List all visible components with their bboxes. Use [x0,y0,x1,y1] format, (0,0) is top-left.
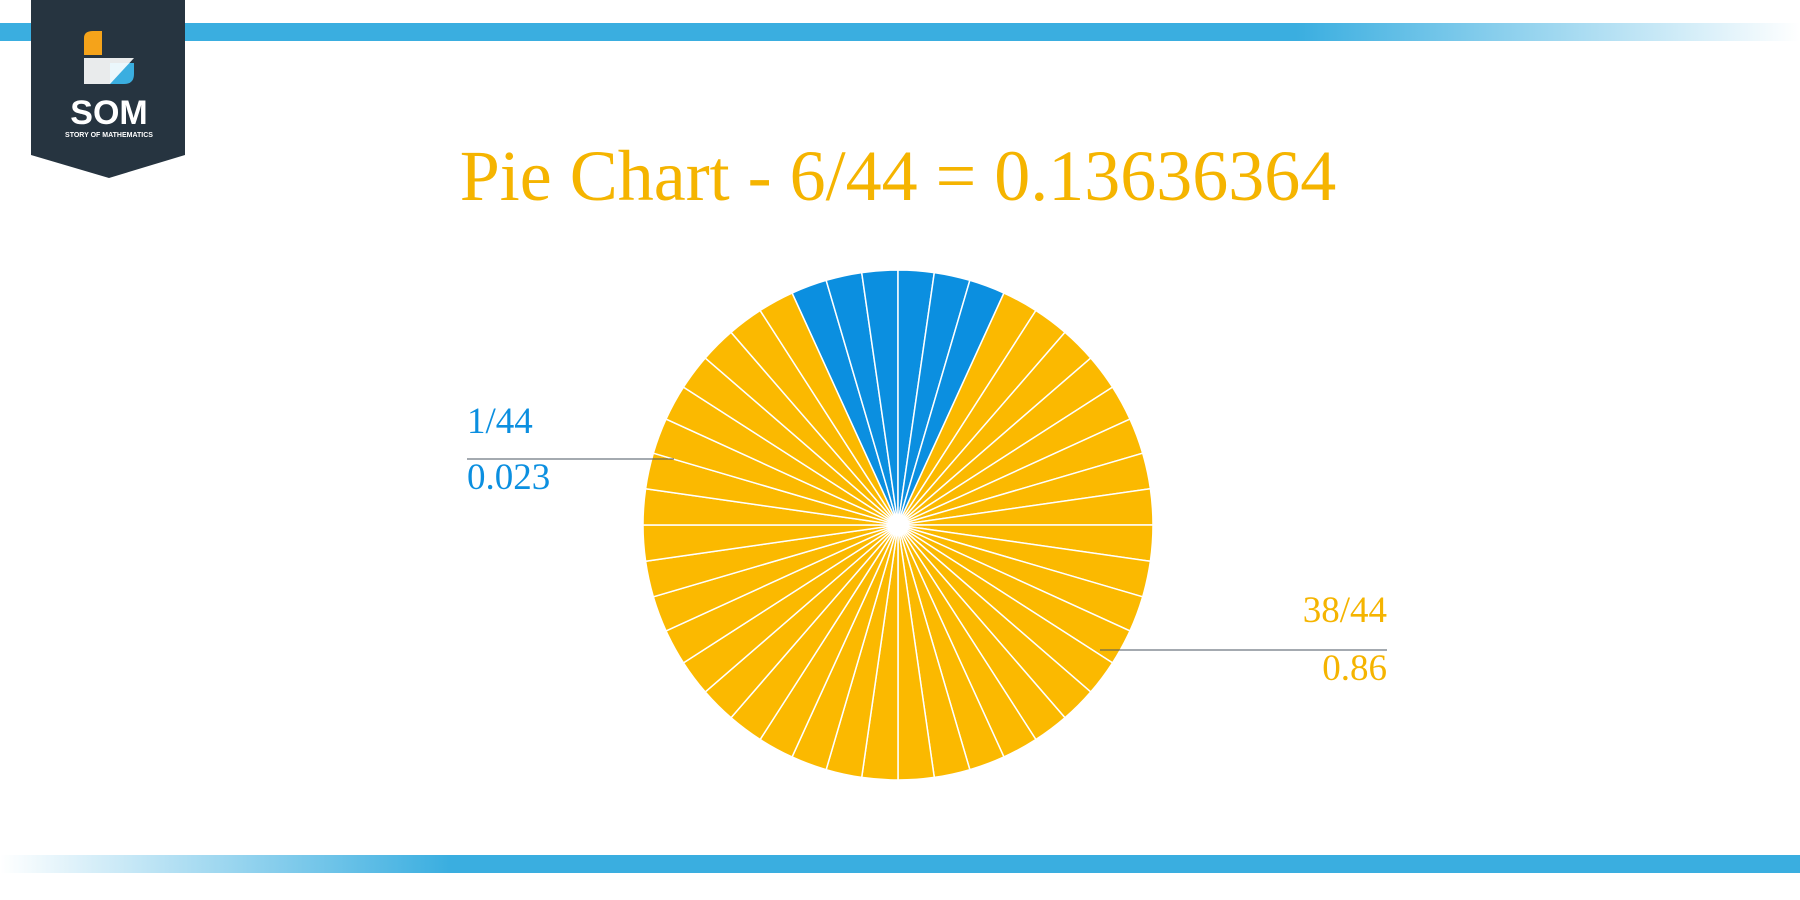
pie-slice [759,292,899,526]
pie-hub [894,521,902,529]
annotation-decimal: 0.86 [1322,648,1387,689]
logo: SOM STORY OF MATHEMATICS [31,0,185,178]
logo-icon-orange [84,31,102,55]
annotation-decimal: 0.023 [467,457,550,498]
chart-title: Pie Chart - 6/44 = 0.13636364 [460,136,1337,216]
annotation-fraction: 38/44 [1303,590,1387,631]
bottom-bar [0,855,1800,873]
top-bar [0,23,1800,41]
logo-name: SOM [70,94,147,132]
logo-icon-white [84,58,134,84]
annotation-fraction: 1/44 [467,401,533,442]
logo-badge [31,0,185,178]
logo-tagline: STORY OF MATHEMATICS [65,132,153,139]
